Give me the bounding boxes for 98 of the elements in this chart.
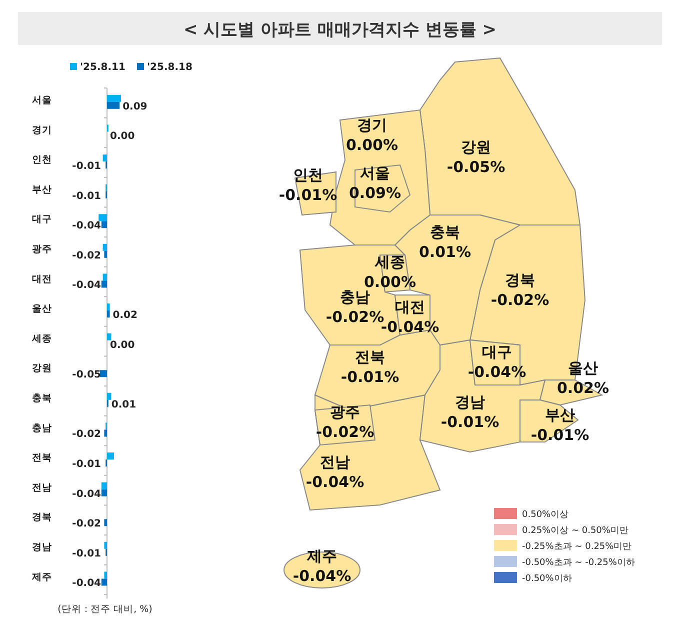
category-label: 경기 xyxy=(357,116,387,134)
data-label: -0.04% xyxy=(306,473,364,491)
legend-label: -0.50%초과 ~ -0.25%이하 xyxy=(522,558,635,568)
category-label: 세종 xyxy=(374,253,405,271)
y-tick-label: 충북 xyxy=(32,393,52,404)
category-label: 충남 xyxy=(340,288,370,306)
data-label: -0.02% xyxy=(490,291,550,309)
data-label: -0.02% xyxy=(326,308,384,326)
data-label: 0.09% xyxy=(348,184,402,202)
category-label: 대전 xyxy=(395,298,425,316)
data-label: 0.02 xyxy=(112,310,138,321)
y-tick-label: 전남 xyxy=(32,482,52,494)
bar xyxy=(107,392,112,400)
y-tick-label: 제주 xyxy=(31,572,52,583)
category-label: 서울 xyxy=(360,164,390,182)
bar xyxy=(98,214,107,222)
data-label: 0.00% xyxy=(364,273,416,291)
data-label: -0.01% xyxy=(340,368,400,386)
legend-label: -0.50%이하 xyxy=(522,574,572,584)
bar xyxy=(104,572,107,579)
data-label: -0.02 xyxy=(72,250,102,262)
category-label: 강원 xyxy=(461,138,491,156)
y-tick-label: 경남 xyxy=(32,542,52,553)
bar xyxy=(101,280,107,288)
data-label: -0.01% xyxy=(530,426,590,444)
data-label: -0.04% xyxy=(292,567,352,585)
legend-label: '25.8.18 xyxy=(147,62,192,73)
bar xyxy=(107,102,120,109)
bar xyxy=(104,430,107,437)
data-label: -0.01% xyxy=(440,413,500,431)
data-label: -0.04 xyxy=(72,488,102,500)
bar xyxy=(107,452,114,460)
bar xyxy=(100,370,107,378)
data-label: -0.01 xyxy=(72,190,102,202)
data-label: 0.01 xyxy=(111,399,136,410)
category-label: 경북 xyxy=(505,271,535,289)
y-tick-label: 부산 xyxy=(32,184,52,196)
bar xyxy=(104,542,107,549)
category-label: 제주 xyxy=(306,547,337,565)
bar xyxy=(107,310,110,318)
category-label: 전북 xyxy=(355,348,385,366)
data-label: 0.00 xyxy=(110,131,135,142)
bar xyxy=(104,519,107,526)
bar xyxy=(101,578,107,586)
y-tick-label: 대전 xyxy=(32,274,52,285)
y-tick-label: 경북 xyxy=(32,512,52,524)
bar xyxy=(101,489,107,496)
category-label: 충북 xyxy=(430,223,460,241)
bar xyxy=(101,482,107,490)
y-tick-label: 울산 xyxy=(32,304,52,315)
bar xyxy=(107,333,112,340)
data-label: -0.01 xyxy=(72,548,102,560)
data-label: -0.02 xyxy=(72,429,102,440)
bar xyxy=(102,274,107,281)
bar xyxy=(104,250,107,258)
data-label: -0.04 xyxy=(72,220,102,232)
data-label: -0.05% xyxy=(446,158,506,176)
text: (단위 : 전주 대비, %) xyxy=(58,604,152,615)
data-label: -0.05 xyxy=(72,370,102,381)
data-label: -0.04% xyxy=(468,363,526,381)
bar xyxy=(107,304,110,310)
bar xyxy=(102,154,107,162)
category-label: 부산 xyxy=(545,406,575,424)
y-tick-label: 대구 xyxy=(32,214,52,226)
y-tick-label: 충남 xyxy=(32,422,52,434)
y-tick-label: 경기 xyxy=(32,124,52,136)
bar xyxy=(102,244,107,251)
legend-label: -0.25%초과 ~ 0.25%미만 xyxy=(522,542,632,552)
data-label: 0.00 xyxy=(110,340,135,351)
category-label: 울산 xyxy=(568,359,598,377)
data-label: -0.01 xyxy=(72,459,102,470)
data-label: -0.02 xyxy=(72,518,102,530)
y-tick-label: 광주 xyxy=(32,244,52,255)
data-label: -0.01% xyxy=(278,186,338,204)
legend-label: 0.25%이상 ~ 0.50%미만 xyxy=(522,526,628,536)
bar xyxy=(101,221,107,228)
data-label: 0.00% xyxy=(346,136,398,154)
bar xyxy=(107,94,121,102)
data-label: 0.02% xyxy=(556,379,610,397)
category-label: 전남 xyxy=(320,453,350,471)
y-tick-label: 강원 xyxy=(32,363,52,374)
y-tick-label: 세종 xyxy=(31,333,52,344)
category-label: 인천 xyxy=(293,166,323,184)
category-label: 경남 xyxy=(455,393,485,411)
data-label: 0.09 xyxy=(122,101,148,112)
data-label: -0.02% xyxy=(316,423,374,441)
data-label: -0.04 xyxy=(72,280,102,292)
category-label: 광주 xyxy=(330,403,360,421)
legend-label: '25.8.11 xyxy=(80,62,126,73)
data-label: -0.04 xyxy=(72,578,102,590)
data-label: -0.01 xyxy=(72,161,102,172)
y-tick-label: 서울 xyxy=(32,95,52,106)
y-tick-label: 전북 xyxy=(32,452,52,464)
text: < 시도별 아파트 매매가격지수 변동률 > xyxy=(183,20,497,40)
legend-label: 0.50%이상 xyxy=(522,510,569,520)
data-label: 0.01% xyxy=(418,243,472,261)
category-label: 대구 xyxy=(482,343,512,361)
y-tick-label: 인천 xyxy=(32,154,52,166)
